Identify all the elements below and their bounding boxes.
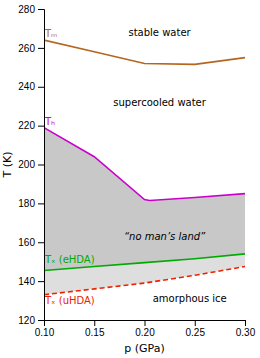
tick-mark — [38, 203, 44, 204]
tick-mark — [94, 320, 95, 326]
series-line — [44, 40, 245, 64]
tick: 240 — [18, 81, 44, 92]
tick-label: 0.10 — [35, 327, 55, 338]
tick-mark — [38, 242, 44, 243]
y-axis: 120 140 160 180 200 220 240 260 280 — [18, 4, 44, 326]
tick: 260 — [18, 43, 44, 54]
tick: 140 — [18, 276, 44, 287]
tick-label: 120 — [18, 315, 35, 326]
tick-label: 260 — [18, 43, 35, 54]
chart: 0.10 0.15 0.20 0.25 0.30 120 140 160 180 200 220 24… — [0, 0, 260, 358]
tick-mark — [38, 281, 44, 282]
band-fill — [44, 128, 245, 271]
tick-mark — [38, 126, 44, 127]
tick-mark — [145, 320, 146, 326]
tick-mark — [38, 48, 44, 49]
tick-mark — [195, 320, 196, 326]
x-axis-title: p (GPa) — [124, 342, 164, 355]
tick-label: 140 — [18, 276, 35, 287]
tick-mark — [38, 320, 44, 321]
axis-line — [45, 321, 246, 327]
series-label: Tₓ (eHDA) — [44, 254, 95, 265]
tick: 220 — [18, 120, 44, 131]
tick: 0.20 — [135, 320, 155, 338]
tick-label: 0.30 — [236, 327, 256, 338]
tick: 0.30 — [236, 320, 256, 338]
series-line — [44, 254, 245, 271]
tick-label: 180 — [18, 198, 35, 209]
band-fill — [44, 254, 245, 295]
tick: 200 — [18, 159, 44, 170]
tick: 280 — [18, 4, 44, 15]
annotation: supercooled water — [113, 97, 207, 108]
tick: 0.25 — [186, 320, 206, 338]
x-axis: 0.10 0.15 0.20 0.25 0.30 — [35, 320, 256, 338]
tick: 0.15 — [85, 320, 105, 338]
tick-label: 0.25 — [186, 327, 206, 338]
axis-line — [38, 10, 45, 321]
tick-label: 200 — [18, 159, 35, 170]
series-line — [44, 267, 245, 295]
tick-label: 280 — [18, 4, 35, 15]
tick-mark — [245, 320, 246, 326]
tick-mark — [38, 87, 44, 88]
tick-label: 160 — [18, 237, 35, 248]
series-label: Tₘ — [44, 28, 57, 39]
data-area — [44, 40, 245, 295]
tick: 180 — [18, 198, 44, 209]
tick-label: 240 — [18, 81, 35, 92]
tick: 0.10 — [35, 320, 55, 338]
tick: 160 — [18, 237, 44, 248]
tick-label: 0.20 — [135, 327, 155, 338]
series-label: Tₓ (uHDA) — [44, 295, 95, 306]
tick-mark — [38, 165, 44, 166]
series-line — [44, 128, 245, 201]
tick-label: 220 — [18, 120, 35, 131]
tick-label: 0.15 — [85, 327, 105, 338]
annotation: stable water — [128, 27, 191, 38]
series-label: Tₕ — [44, 116, 55, 127]
y-axis-title: T (K) — [1, 151, 14, 178]
tick-mark — [38, 9, 44, 10]
plot: 0.10 0.15 0.20 0.25 0.30 120 140 160 180 200 220 24… — [1, 4, 256, 355]
annotation: amorphous ice — [153, 293, 227, 304]
tick: 120 — [18, 315, 44, 326]
annotation: “no man’s land” — [124, 231, 206, 242]
